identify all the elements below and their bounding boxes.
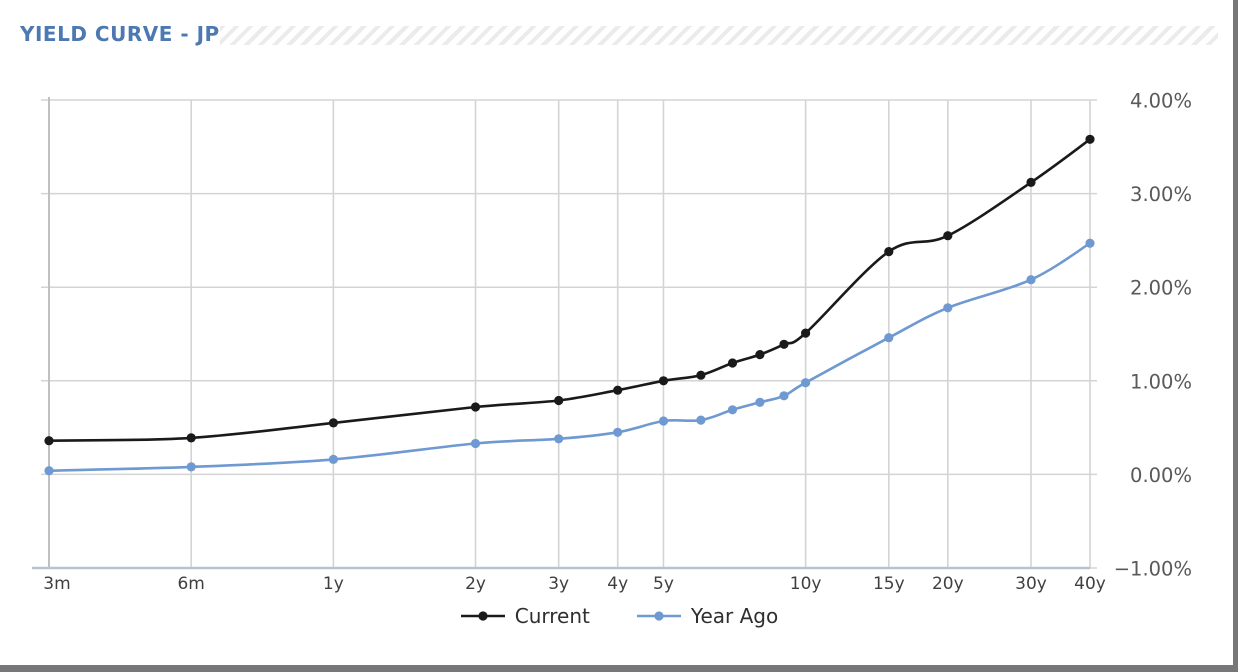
x-tick-label: 4y: [607, 574, 628, 594]
series-marker-year-ago[interactable]: [613, 427, 623, 437]
series-marker-current[interactable]: [328, 418, 338, 428]
legend-label-year-ago: Year Ago: [690, 604, 779, 628]
legend-item-year-ago[interactable]: Year Ago: [636, 604, 778, 628]
series-marker-current[interactable]: [554, 395, 564, 406]
window-edge-bottom: [0, 665, 1238, 672]
series-marker-current[interactable]: [470, 402, 481, 412]
page-title: YIELD CURVE - JP: [20, 22, 220, 46]
series-line-current: [47, 138, 1092, 442]
window-edge-right: [1233, 0, 1238, 672]
series-marker-year-ago[interactable]: [554, 434, 564, 444]
x-tick-label: 15y: [873, 574, 905, 594]
series-marker-year-ago[interactable]: [1026, 275, 1036, 285]
y-tick-label: 2.00%: [1130, 277, 1192, 300]
legend-item-current[interactable]: Current: [460, 604, 590, 628]
series-marker-year-ago[interactable]: [658, 416, 669, 426]
series-marker-year-ago[interactable]: [884, 333, 894, 343]
x-tick-label: 6m: [177, 574, 204, 594]
series-marker-current[interactable]: [186, 433, 196, 443]
x-tick-label: 10y: [790, 574, 822, 594]
series-marker-current[interactable]: [44, 436, 54, 446]
x-tick-label: 20y: [932, 574, 964, 594]
x-tick-label: 30y: [1015, 574, 1047, 594]
series-marker-year-ago[interactable]: [755, 397, 765, 407]
y-tick-label: 3.00%: [1130, 183, 1192, 206]
series-marker-current[interactable]: [727, 358, 738, 368]
series-marker-current[interactable]: [696, 370, 706, 380]
series-marker-year-ago[interactable]: [470, 438, 481, 449]
legend-label-current: Current: [514, 604, 590, 628]
series-marker-current[interactable]: [1085, 134, 1095, 144]
y-tick-label: −1.00%: [1114, 558, 1192, 581]
x-tick-label: 1y: [323, 574, 344, 594]
series-marker-current[interactable]: [884, 247, 894, 257]
y-tick-label: 1.00%: [1130, 370, 1192, 393]
series-marker-year-ago[interactable]: [727, 405, 738, 415]
series-marker-current[interactable]: [613, 385, 623, 395]
series-marker-year-ago[interactable]: [44, 466, 54, 476]
series-marker-current[interactable]: [943, 231, 953, 241]
x-tick-label: 5y: [653, 574, 674, 594]
series-marker-year-ago[interactable]: [696, 415, 706, 425]
series-marker-current[interactable]: [801, 328, 811, 338]
y-tick-label: 4.00%: [1130, 90, 1192, 113]
title-hatch-decoration: [220, 26, 1218, 45]
legend-marker-year-ago: [636, 611, 681, 621]
series-marker-current[interactable]: [779, 339, 789, 349]
chart-legend: Current Year Ago: [0, 604, 1238, 628]
series-marker-current[interactable]: [1026, 177, 1036, 187]
series-marker-year-ago[interactable]: [328, 454, 338, 464]
series-marker-current[interactable]: [755, 350, 765, 360]
y-tick-label: 0.00%: [1130, 464, 1192, 487]
x-tick-label: 3m: [43, 574, 70, 594]
x-tick-label: 2y: [465, 574, 486, 594]
series-marker-current[interactable]: [658, 376, 669, 386]
yield-curve-chart[interactable]: 4.00% 3.00% 2.00% 1.00% 0.00% −1.00% 3m 6m 1y 2y 3…: [0, 0, 1238, 600]
series-marker-year-ago[interactable]: [779, 391, 789, 401]
series-marker-year-ago[interactable]: [801, 378, 811, 388]
series-marker-year-ago[interactable]: [943, 303, 953, 313]
series-marker-year-ago[interactable]: [1085, 238, 1095, 248]
x-tick-label: 40y: [1074, 574, 1106, 594]
x-tick-label: 3y: [548, 574, 569, 594]
legend-marker-current: [460, 611, 505, 621]
series-marker-year-ago[interactable]: [186, 462, 196, 472]
